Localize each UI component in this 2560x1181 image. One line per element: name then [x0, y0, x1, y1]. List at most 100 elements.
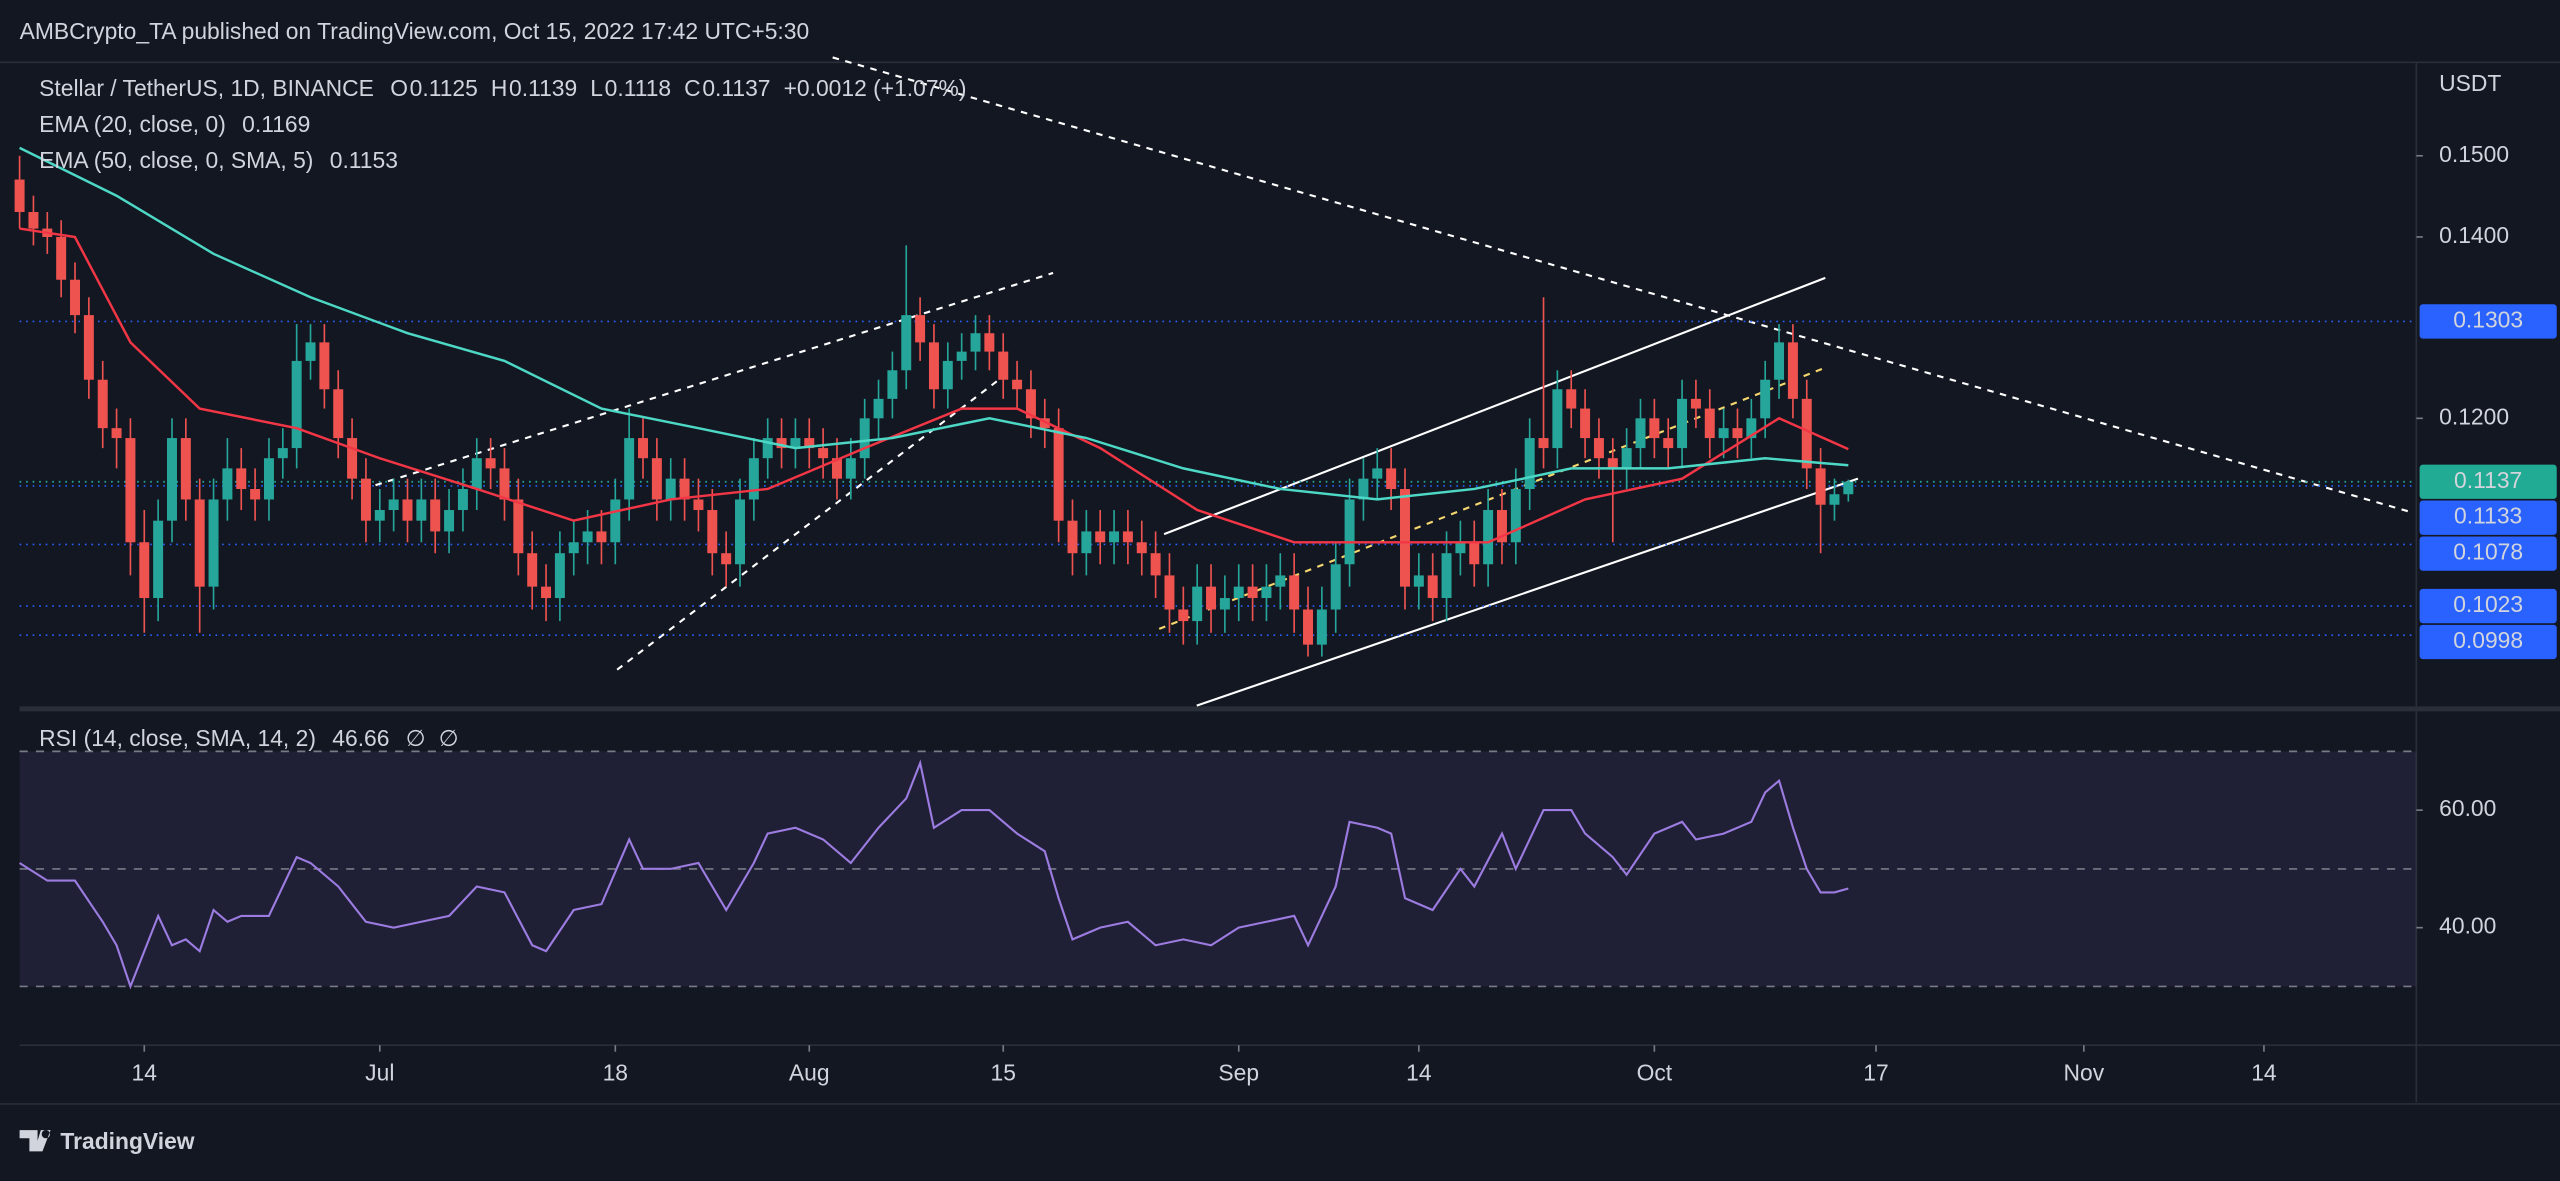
x-tick-label: 15	[991, 1060, 1016, 1086]
price-label-box	[2419, 588, 2557, 624]
candle-body	[208, 499, 219, 587]
candle-body	[984, 333, 995, 352]
ohlc-key: C	[684, 75, 701, 101]
candle-body	[153, 520, 164, 599]
candle-body	[638, 438, 649, 459]
candle-body	[1718, 428, 1729, 439]
candle-body	[873, 398, 884, 419]
candle-body	[1247, 586, 1258, 599]
candle-body	[1095, 531, 1106, 543]
x-tick-label: Sep	[1218, 1060, 1259, 1086]
candle-body	[762, 438, 773, 459]
price-label: 0.1133	[2454, 503, 2522, 529]
candle-body	[194, 499, 205, 587]
candle-body	[1566, 389, 1577, 409]
candle-body	[374, 510, 385, 521]
candle-body	[956, 351, 967, 361]
candle-body	[28, 212, 39, 229]
candle-body	[707, 510, 718, 554]
candle-body	[250, 489, 261, 500]
candle-body	[1621, 448, 1632, 469]
ohlc-value: 0.1139	[509, 75, 577, 101]
candle-body	[831, 458, 842, 479]
rsi-value: 46.66	[332, 725, 389, 751]
x-tick-label: 18	[603, 1060, 628, 1086]
candle-body	[222, 468, 233, 500]
tradingview-logo: TradingView	[19, 1128, 195, 1154]
trend-line	[616, 374, 1005, 671]
candle-body	[942, 360, 953, 390]
candle-body	[1774, 342, 1785, 380]
price-label-box	[2419, 500, 2557, 535]
logo-icon	[19, 1130, 51, 1152]
candle-body	[610, 499, 621, 543]
candle-body	[527, 553, 538, 587]
candle-body	[430, 499, 441, 532]
candle-body	[1386, 468, 1397, 490]
ohlc-value: 0.1125	[410, 75, 478, 101]
candle-body	[1815, 468, 1826, 505]
candle-body	[748, 458, 759, 500]
candle-body	[56, 236, 67, 280]
candle-body	[97, 379, 108, 429]
candle-body	[1192, 586, 1203, 622]
candle-body	[402, 499, 413, 521]
x-tick-label: Aug	[789, 1060, 830, 1086]
candle-body	[582, 531, 593, 543]
ema-name: EMA (50, close, 0, SMA, 5)	[39, 147, 313, 173]
candle-body	[1136, 542, 1147, 554]
ohlc-key: H	[491, 75, 508, 101]
candle-body	[804, 438, 815, 449]
candle-body	[554, 553, 565, 599]
candle-body	[1261, 586, 1272, 599]
candle-body	[1413, 575, 1424, 587]
ohlc-key: L	[590, 75, 603, 101]
y-tick-label: 60.00	[2439, 795, 2496, 821]
candle-body	[665, 478, 676, 500]
candle-body	[1441, 553, 1452, 599]
candle-body	[1039, 418, 1050, 429]
candle-body	[1012, 379, 1023, 390]
candle-body	[928, 342, 939, 390]
ema-value: 0.1153	[330, 147, 398, 173]
candle-body	[1829, 494, 1840, 505]
candle-body	[624, 438, 635, 500]
candle-body	[818, 448, 829, 459]
candle-body	[1233, 586, 1244, 599]
ema-line	[19, 227, 1849, 544]
candle-body	[1663, 438, 1674, 449]
candle-body	[1496, 510, 1507, 543]
candle-body	[679, 478, 690, 500]
candle-body	[1524, 438, 1535, 490]
candle-body	[970, 333, 981, 352]
candle-body	[1316, 609, 1327, 645]
channel-mid	[1158, 366, 1826, 630]
candle-body	[471, 458, 482, 490]
trend-line	[375, 271, 1054, 487]
candle-body	[1649, 418, 1660, 439]
candle-body	[485, 458, 496, 469]
change-label: +0.0012 (+1.07%)	[784, 75, 967, 101]
candle-body	[735, 499, 745, 565]
x-tick-label: 14	[1406, 1060, 1432, 1086]
candle-body	[1219, 598, 1230, 610]
candle-body	[1275, 575, 1286, 587]
candle-body	[1732, 428, 1743, 439]
candle-body	[416, 499, 427, 521]
ohlc-value: 0.1118	[605, 75, 671, 101]
y-tick-label: 0.1400	[2439, 222, 2509, 248]
price-label: 0.1023	[2453, 591, 2523, 617]
candle-body	[1469, 542, 1480, 565]
candle-body	[1677, 398, 1688, 449]
candle-body	[1344, 499, 1355, 565]
candle-body	[1358, 478, 1369, 500]
candle-body	[1081, 531, 1092, 554]
price-label: 0.0998	[2453, 627, 2523, 653]
y-tick-label: 0.1500	[2439, 141, 2509, 167]
candle-body	[305, 342, 316, 361]
candle-body	[1843, 481, 1854, 495]
symbol-title: Stellar / TetherUS, 1D, BINANCE	[39, 75, 374, 101]
candle-body	[1607, 458, 1618, 469]
candle-body	[1704, 408, 1715, 439]
candle-body	[111, 428, 122, 439]
